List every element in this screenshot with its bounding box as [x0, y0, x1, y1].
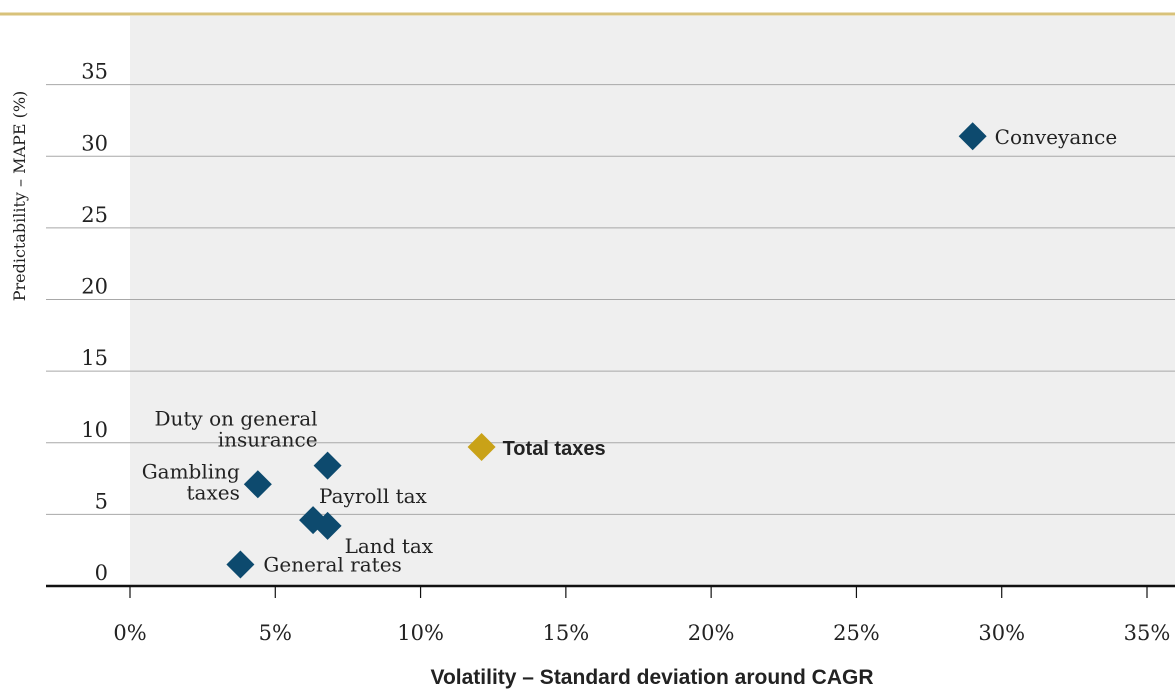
- point-duty-on-general-insurance: [313, 451, 342, 480]
- x-tick-label: 30%: [978, 621, 1025, 645]
- x-tick-label: 25%: [833, 621, 880, 645]
- x-tick-label: 15%: [543, 621, 590, 645]
- y-axis-ticks: 0 5 10 15 20 25 30 35: [81, 60, 108, 585]
- point-label-total-taxes: Total taxes: [503, 438, 606, 460]
- gridlines: [46, 84, 1175, 515]
- point-label-general-rates: General rates: [263, 553, 401, 577]
- point-total-taxes: [467, 433, 496, 462]
- point-gambling-taxes: [243, 470, 272, 499]
- y-axis-label: Predictability – MAPE (%): [10, 91, 29, 302]
- x-axis-ticks: 0% 5% 10% 15% 20% 25% 30% 35%: [113, 586, 1170, 645]
- x-tick-label: 0%: [113, 621, 146, 645]
- y-tick-label: 20: [81, 275, 108, 299]
- x-tick-label: 20%: [688, 621, 735, 645]
- point-label-duty-on-general-insurance: Duty on general insurance: [154, 407, 317, 452]
- x-tick-label: 35%: [1124, 621, 1171, 645]
- point-label-payroll-tax: Payroll tax: [319, 484, 427, 508]
- plot-area: [130, 16, 1175, 586]
- y-tick-label: 25: [81, 203, 108, 227]
- x-axis-label: Volatility – Standard deviation around C…: [431, 666, 874, 689]
- y-tick-label: 0: [95, 561, 108, 585]
- y-tick-label: 10: [81, 418, 108, 442]
- x-tick-label: 10%: [397, 621, 444, 645]
- data-points: Conveyance Total taxes Duty on general insu…: [142, 122, 1118, 579]
- point-conveyance: [958, 122, 987, 151]
- point-land-tax: [313, 511, 342, 540]
- point-label-gambling-taxes: Gambling taxes: [142, 459, 240, 504]
- y-tick-label: 15: [81, 346, 108, 370]
- y-tick-label: 30: [81, 131, 108, 155]
- x-tick-label: 5%: [259, 621, 292, 645]
- point-label-land-tax: Land tax: [345, 534, 434, 558]
- point-label-conveyance: Conveyance: [995, 125, 1118, 149]
- point-general-rates: [226, 550, 255, 579]
- y-tick-label: 5: [95, 489, 108, 513]
- y-tick-label: 35: [81, 60, 108, 84]
